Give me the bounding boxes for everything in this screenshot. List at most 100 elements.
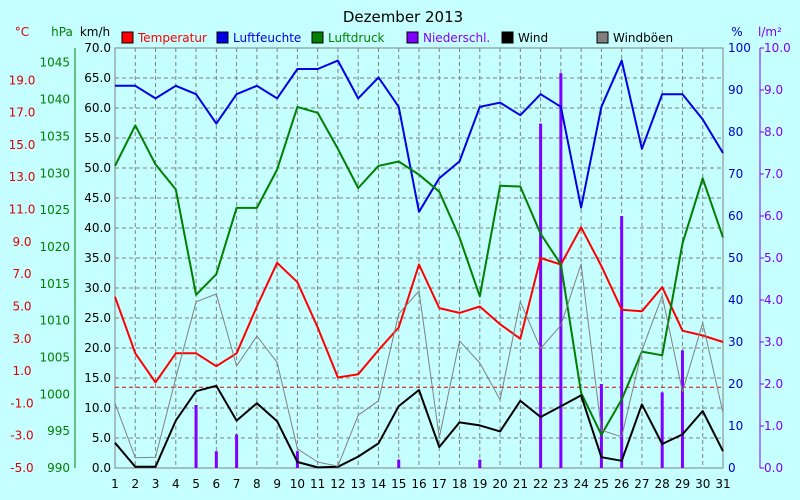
pressure-tick-label: 1010 <box>39 314 70 328</box>
pressure-tick-label: 1020 <box>39 240 70 254</box>
x-tick-label: 11 <box>310 477 325 491</box>
precipitation-tick-label: 10.0 <box>764 41 791 55</box>
precipitation-bar <box>539 123 543 468</box>
wind-tick-label: 45.0 <box>84 191 111 205</box>
legend-label: Niederschl. <box>423 31 490 45</box>
precipitation-bar <box>620 216 624 468</box>
humidity-tick-label: 100 <box>728 41 751 55</box>
precipitation-bar <box>680 350 684 468</box>
precipitation-bar <box>235 434 239 468</box>
legend-swatch <box>216 31 229 44</box>
x-tick-label: 23 <box>553 477 568 491</box>
legend-label: Windböen <box>613 31 673 45</box>
temperature-tick-label: 19.0 <box>9 73 36 87</box>
x-tick-label: 21 <box>513 477 528 491</box>
precipitation-tick-label: 9.0 <box>764 83 783 97</box>
precipitation-bar <box>599 384 603 468</box>
x-tick-label: 4 <box>172 477 180 491</box>
wind-line <box>114 384 724 469</box>
temperature-tick-label: -3.0 <box>10 429 33 443</box>
precipitation-bar <box>194 405 198 468</box>
humidity-tick-label: 20 <box>728 377 743 391</box>
legend: Temperatur Luftfeuchte Luftdruck Niederschl… <box>121 31 673 45</box>
humidity-tick-label: 10 <box>728 419 743 433</box>
x-tick-label: 6 <box>213 477 221 491</box>
series-lines <box>114 59 724 469</box>
x-tick-label: 9 <box>273 477 281 491</box>
temperature-tick-label: 13.0 <box>9 170 36 184</box>
precipitation-tick-label: 6.0 <box>764 209 783 223</box>
precipitation-tick-label: 1.0 <box>764 419 783 433</box>
x-tick-label: 10 <box>290 477 305 491</box>
pressure-tick-label: 995 <box>47 424 70 438</box>
pressure-tick-label: 1005 <box>39 350 70 364</box>
wind-tick-label: 65.0 <box>84 71 111 85</box>
luftfeuchte-line <box>115 59 724 213</box>
x-tick-label: 27 <box>634 477 649 491</box>
x-tick-label: 31 <box>715 477 730 491</box>
precipitation-tick-label: 4.0 <box>764 293 783 307</box>
precipitation-bar <box>660 392 664 468</box>
legend-label: Luftdruck <box>328 31 385 45</box>
x-tick-label: 24 <box>573 477 588 491</box>
legend-swatch <box>121 31 134 44</box>
x-tick-label: 2 <box>131 477 139 491</box>
precipitation-tick-label: 0.0 <box>764 461 783 475</box>
humidity-tick-label: 60 <box>728 209 743 223</box>
pressure-tick-label: 1040 <box>39 93 70 107</box>
x-tick-label: 12 <box>330 477 345 491</box>
precipitation-bar <box>295 451 299 468</box>
pressure-tick-label: 1045 <box>39 56 70 70</box>
temperature-tick-label: -5.0 <box>10 461 33 475</box>
temperature-tick-label: 11.0 <box>9 203 36 217</box>
wind-tick-label: 30.0 <box>84 281 111 295</box>
x-tick-label: 1 <box>111 477 119 491</box>
legend-label: Wind <box>518 31 548 45</box>
x-tick-label: 3 <box>152 477 160 491</box>
x-tick-label: 30 <box>695 477 710 491</box>
x-tick-label: 19 <box>472 477 487 491</box>
x-tick-label: 20 <box>492 477 507 491</box>
x-tick-label: 15 <box>391 477 406 491</box>
precipitation-unit-label: l/m² <box>758 25 782 39</box>
precipitation-bar <box>214 451 218 468</box>
wind-tick-label: 0.0 <box>92 461 111 475</box>
wind-tick-label: 25.0 <box>84 311 111 325</box>
temperature-tick-label: 5.0 <box>12 299 31 313</box>
legend-label: Luftfeuchte <box>233 31 301 45</box>
wind-tick-label: 10.0 <box>84 401 111 415</box>
x-tick-label: 16 <box>411 477 426 491</box>
temperature-tick-label: 3.0 <box>12 332 31 346</box>
x-tick-label: 13 <box>351 477 366 491</box>
wind-unit-label: km/h <box>80 25 110 39</box>
humidity-tick-label: 40 <box>728 293 743 307</box>
precipitation-tick-label: 5.0 <box>764 251 783 265</box>
wind-tick-label: 70.0 <box>84 41 111 55</box>
humidity-tick-label: 90 <box>728 83 743 97</box>
humidity-unit-label: % <box>731 25 742 39</box>
temperature-tick-label: 7.0 <box>12 267 31 281</box>
temperatur-line <box>114 226 724 384</box>
wind-tick-label: 40.0 <box>84 221 111 235</box>
axes: °C-5.0-3.0-1.01.03.05.07.09.011.013.015.… <box>9 25 791 491</box>
wind-tick-label: 50.0 <box>84 161 111 175</box>
wind-tick-label: 20.0 <box>84 341 111 355</box>
temperature-unit-label: °C <box>15 25 29 39</box>
wind-tick-label: 55.0 <box>84 131 111 145</box>
temperature-tick-label: 9.0 <box>12 235 31 249</box>
temperature-tick-label: 15.0 <box>9 138 36 152</box>
x-tick-label: 7 <box>233 477 241 491</box>
legend-swatch <box>596 31 609 44</box>
x-tick-label: 5 <box>192 477 200 491</box>
wind-tick-label: 35.0 <box>84 251 111 265</box>
wind-tick-label: 60.0 <box>84 101 111 115</box>
legend-swatch <box>406 31 419 44</box>
legend-swatch <box>311 31 324 44</box>
temperature-tick-label: -1.0 <box>10 396 33 410</box>
humidity-tick-label: 30 <box>728 335 743 349</box>
x-tick-label: 29 <box>675 477 690 491</box>
x-tick-label: 14 <box>371 477 386 491</box>
windb-en-line <box>114 263 724 467</box>
